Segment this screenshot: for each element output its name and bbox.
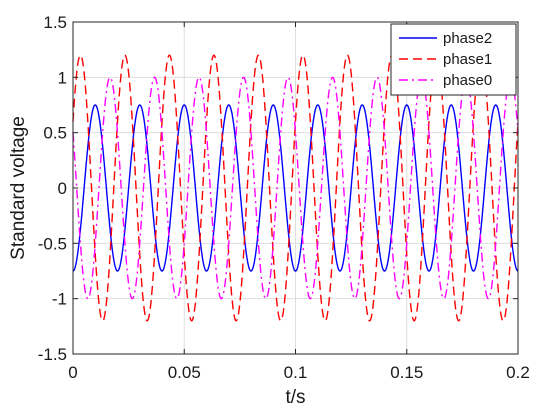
legend-label-phase2: phase2 (443, 30, 492, 47)
legend-label-phase1: phase1 (443, 51, 492, 68)
ticks (72, 21, 519, 355)
x-axis-label: t/s (285, 387, 305, 408)
y-tick-label: 1 (58, 68, 67, 87)
series-group (72, 54, 519, 322)
series-line-phase2 (72, 104, 519, 272)
y-tick-label: -1.5 (38, 345, 67, 364)
legend-label-phase0: phase0 (443, 72, 492, 89)
y-tick-label: -1 (52, 290, 67, 309)
tick-labels: 0 0.05 0.1 0.15 0.2 -1.5 -1 -0.5 0 0.5 1 1.5 (38, 13, 530, 382)
x-tick-label: 0 (68, 363, 77, 382)
series-line-phase0 (72, 76, 519, 300)
y-tick-label: 0.5 (43, 124, 67, 143)
x-tick-label: 0.1 (284, 363, 308, 382)
y-tick-label: 0 (58, 179, 67, 198)
series-line-phase1 (72, 54, 519, 322)
x-tick-label: 0.15 (390, 363, 423, 382)
y-tick-label: -0.5 (38, 234, 67, 253)
legend-box (390, 23, 517, 96)
x-tick-label: 0.2 (506, 363, 530, 382)
y-axis-label: Standard voltage (8, 116, 29, 260)
legend: phase2 phase1 phase0 (390, 23, 517, 96)
x-tick-label: 0.05 (168, 363, 201, 382)
y-tick-label: 1.5 (43, 13, 67, 32)
